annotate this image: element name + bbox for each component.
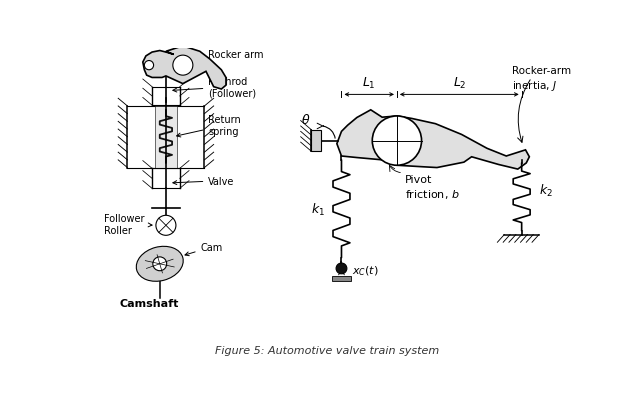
Text: $L_2$: $L_2$ [452, 76, 466, 90]
Ellipse shape [136, 247, 183, 282]
Text: $x_C(t)$: $x_C(t)$ [352, 263, 379, 277]
Text: Follower
Roller: Follower Roller [104, 213, 152, 235]
Text: Camshaft: Camshaft [120, 299, 179, 309]
Polygon shape [333, 276, 351, 281]
Text: Figure 5: Automotive valve train system: Figure 5: Automotive valve train system [215, 345, 440, 355]
Circle shape [372, 117, 422, 166]
Text: $\theta$: $\theta$ [301, 113, 310, 127]
Circle shape [156, 216, 176, 236]
Text: Return
spring: Return spring [176, 115, 241, 137]
Circle shape [336, 263, 347, 274]
Text: Rocker-arm
inertia, $J$: Rocker-arm inertia, $J$ [512, 66, 571, 93]
Text: $k_2$: $k_2$ [539, 182, 552, 198]
Circle shape [145, 61, 154, 71]
Polygon shape [143, 47, 226, 90]
Polygon shape [155, 107, 176, 168]
Text: Valve: Valve [173, 176, 234, 186]
Polygon shape [337, 110, 529, 170]
Text: Rocker arm: Rocker arm [197, 50, 264, 62]
Text: $L_1$: $L_1$ [362, 76, 376, 90]
Text: $k_1$: $k_1$ [311, 202, 324, 218]
Text: Cam: Cam [185, 242, 223, 256]
Circle shape [153, 257, 167, 271]
Text: Pushrod
(Follower): Pushrod (Follower) [173, 77, 256, 98]
Polygon shape [311, 130, 320, 152]
Circle shape [173, 56, 193, 76]
Text: Pivot
friction, $b$: Pivot friction, $b$ [404, 175, 459, 201]
